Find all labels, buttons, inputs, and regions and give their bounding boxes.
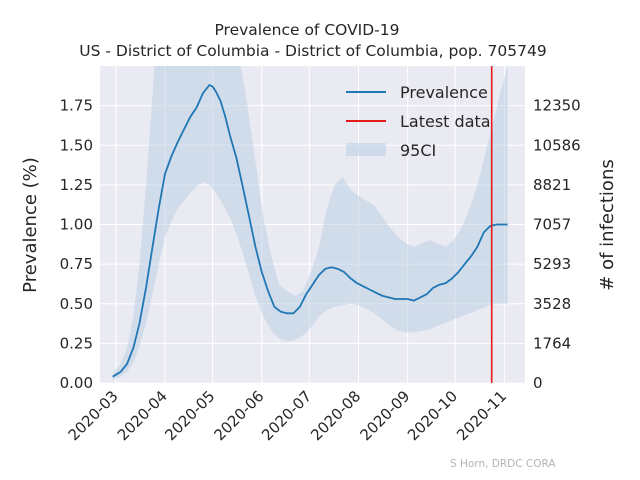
ci-band [112, 66, 508, 380]
y2-tick-label: 1764 [533, 334, 571, 352]
y2-tick-label: 3528 [533, 295, 571, 313]
y2-tick-label: 0 [533, 374, 543, 392]
plot-clip-group [112, 66, 508, 383]
legend-label-ci: 95CI [400, 141, 436, 160]
y2-tick-label: 10586 [533, 136, 581, 154]
prevalence-line [112, 84, 508, 378]
legend: Prevalence Latest data 95CI [346, 83, 491, 160]
y2-tick-label: 8821 [533, 176, 571, 194]
chart-title: Prevalence of COVID-19 [214, 21, 399, 39]
x-tick-label: 2020-10 [404, 387, 461, 444]
y2-tick-label: 7057 [533, 216, 571, 234]
y-tick-label: 1.00 [60, 216, 93, 234]
y-tick-label: 1.75 [60, 97, 93, 115]
y-axis-label: Prevalence (%) [20, 157, 41, 293]
legend-label-latest: Latest data [400, 112, 491, 131]
y2-tick-label: 12350 [533, 97, 581, 115]
x-tick-label: 2020-09 [356, 387, 413, 444]
x-tick-label: 2020-03 [65, 387, 122, 444]
legend-swatch-ci [346, 143, 386, 156]
y-tick-label: 1.50 [60, 136, 93, 154]
x-tick-label: 2020-11 [453, 387, 510, 444]
x-tick-label: 2020-05 [161, 387, 218, 444]
legend-label-prevalence: Prevalence [400, 83, 488, 102]
y-tick-label: 0.25 [60, 334, 93, 352]
y-tick-label: 0.50 [60, 295, 93, 313]
y2-tick-label: 5293 [533, 255, 571, 273]
y-tick-label: 1.25 [60, 176, 93, 194]
data-layer [112, 66, 508, 383]
y-tick-label: 0.75 [60, 255, 93, 273]
chart-subtitle: US - District of Columbia - District of … [79, 42, 546, 60]
x-tick-label: 2020-06 [211, 387, 268, 444]
credit-text: S Horn, DRDC CORA [450, 458, 556, 470]
x-tick-label: 2020-04 [114, 387, 171, 444]
y-tick-label: 0.00 [60, 374, 93, 392]
x-tick-label: 2020-08 [307, 387, 364, 444]
x-tick-label: 2020-07 [258, 387, 315, 444]
y2-axis-label: # of infections [597, 159, 618, 290]
